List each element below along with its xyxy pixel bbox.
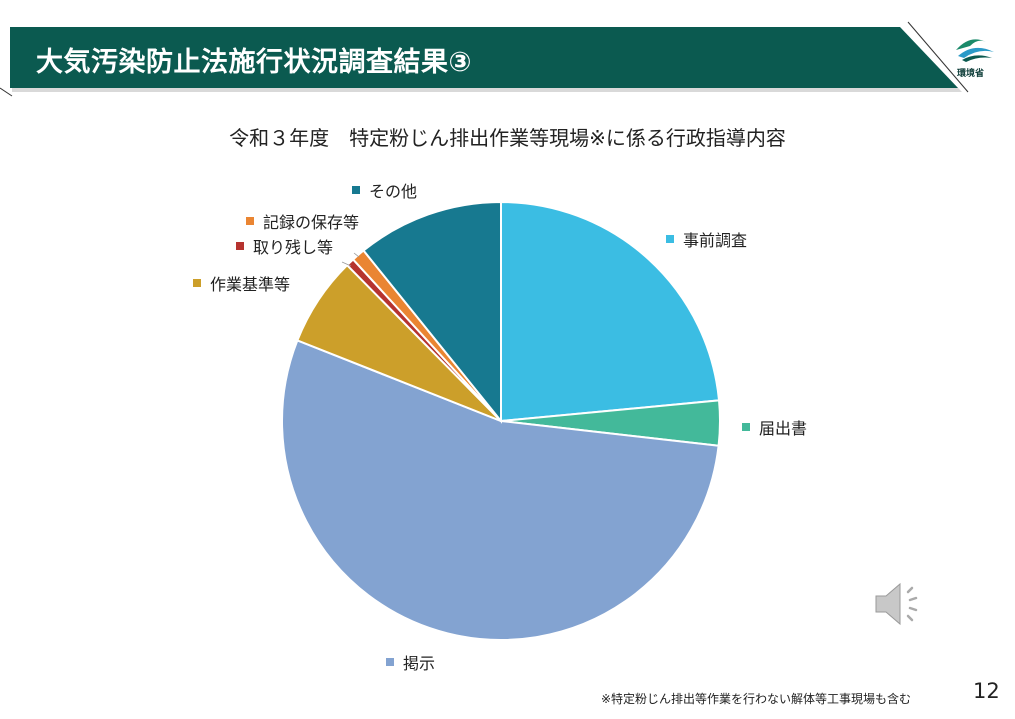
chart-title: 令和３年度 特定粉じん排出作業等現場※に係る行政指導内容	[229, 126, 786, 150]
title-bar	[0, 21, 969, 97]
legend-swatch	[386, 658, 394, 666]
title-bar-background	[10, 27, 958, 88]
legend-label: 掲示	[403, 654, 436, 673]
legend-item-posting: 掲示	[386, 650, 435, 674]
legend-item-work-standards: 作業基準等	[193, 271, 290, 295]
legend-swatch	[666, 235, 674, 243]
leader-lines	[341, 252, 360, 267]
title-bar-edge-right	[907, 21, 969, 93]
legend-label: 取り残し等	[253, 238, 334, 257]
slide-title: 大気汚染防止法施行状況調査結果③	[36, 47, 472, 78]
legend-label: 記録の保存等	[263, 213, 360, 232]
legend-label: その他	[369, 182, 418, 201]
legend-item-other: その他	[352, 178, 417, 202]
speaker-icon[interactable]	[870, 578, 932, 630]
legend-swatch	[352, 186, 360, 194]
title-bar-edge-left	[0, 87, 13, 97]
pie-slice-2	[281, 339, 720, 641]
pie-slices	[281, 200, 721, 641]
legend-label: 事前調査	[683, 231, 748, 250]
ministry-logo-icon	[956, 39, 994, 62]
legend-label: 作業基準等	[210, 275, 291, 294]
pie-slice-0	[500, 200, 721, 423]
legend-item-prior-survey: 事前調査	[666, 227, 747, 251]
legend-swatch	[246, 217, 254, 225]
legend-item-record-keeping: 記録の保存等	[246, 209, 359, 233]
page-number: 12	[973, 679, 1000, 703]
legend-swatch	[193, 279, 201, 287]
footnote: ※特定粉じん排出等作業を行わない解体等工事現場も含む	[601, 692, 912, 706]
legend-item-notification: 届出書	[742, 415, 807, 439]
leader-line-leftover	[341, 261, 352, 267]
pie-slice-6	[362, 200, 502, 424]
legend-label: 届出書	[759, 419, 808, 438]
legend-swatch	[236, 242, 244, 250]
legend-swatch	[742, 423, 750, 431]
leader-line-records	[353, 252, 360, 258]
legend-item-leftover: 取り残し等	[236, 234, 333, 258]
logo-text: 環境省	[957, 69, 985, 79]
